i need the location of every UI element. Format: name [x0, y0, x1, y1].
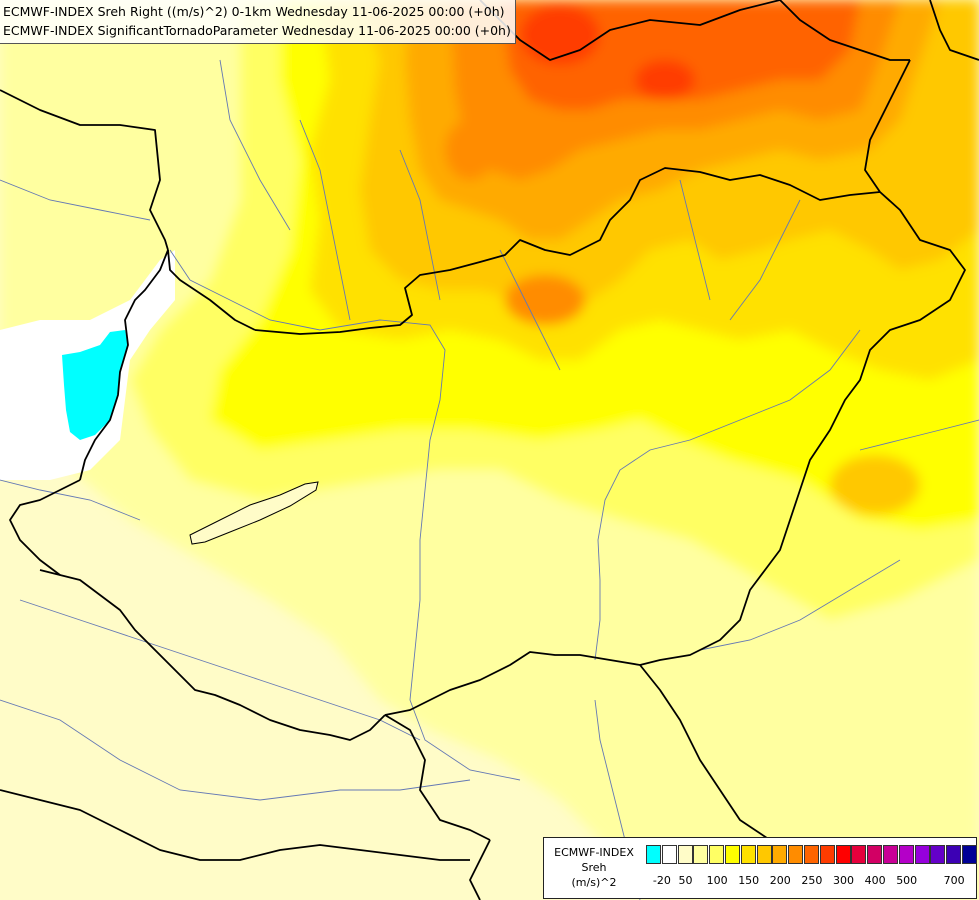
- field-max-west: [445, 120, 495, 180]
- legend-tick-label: 400: [864, 874, 886, 887]
- river-sajo: [679, 179, 711, 301]
- legend-swatch: [961, 845, 977, 864]
- river-mura: [0, 479, 141, 521]
- color-legend: ECMWF-INDEX Sreh (m/s)^2 -20 50 100 150 200 2…: [543, 837, 977, 899]
- field-max-northeast: [635, 60, 695, 100]
- legend-tick-label: 250: [801, 874, 823, 887]
- legend-unit: (m/s)^2: [571, 876, 617, 889]
- map-title-box: ECMWF-INDEX Sreh Right ((m/s)^2) 0-1km W…: [0, 0, 516, 44]
- river-danube: [169, 249, 521, 781]
- field-max-central: [505, 275, 585, 325]
- legend-source: ECMWF-INDEX: [554, 846, 634, 859]
- legend-swatch: [709, 845, 725, 864]
- legend-swatch: [756, 845, 772, 864]
- border-serbia-bosnia: [469, 839, 491, 900]
- legend-tick-label: 500: [896, 874, 918, 887]
- river-bodrog: [729, 199, 801, 321]
- legend-tick-label: -20: [652, 874, 671, 887]
- border-austria-hungary: [167, 249, 256, 331]
- river-hron: [399, 149, 441, 301]
- border-hungary-romania: [639, 191, 966, 666]
- legend-swatch: [772, 845, 788, 864]
- border-poland-ukraine: [779, 0, 910, 61]
- legend-tick-label: 100: [706, 874, 728, 887]
- border-hungary-serbia: [384, 651, 641, 716]
- legend-swatch: [867, 845, 883, 864]
- legend-tick-label: 50: [678, 874, 693, 887]
- river-drava: [19, 599, 421, 741]
- legend-variable: Sreh: [581, 861, 607, 874]
- river-somes: [859, 419, 979, 451]
- legend-tick-label: 700: [943, 874, 965, 887]
- legend-swatch: [835, 845, 851, 864]
- legend-swatch: [819, 845, 835, 864]
- border-hungary-croatia: [39, 569, 386, 741]
- border-slovakia-hungary: [254, 167, 881, 335]
- border-slovenia-croatia: [9, 479, 81, 576]
- border-serbia-romania: [639, 664, 801, 851]
- river-inn: [0, 179, 151, 221]
- border-serbia-croatia: [384, 714, 491, 841]
- legend-swatch: [646, 845, 661, 864]
- border-austria-czechia: [0, 89, 169, 251]
- legend-swatch: [803, 845, 819, 864]
- legend-label: ECMWF-INDEX Sreh (m/s)^2: [546, 845, 642, 890]
- map-title-sreh: ECMWF-INDEX Sreh Right ((m/s)^2) 0-1km W…: [3, 4, 505, 19]
- legend-swatch: [851, 845, 867, 864]
- legend-tick-label: 200: [769, 874, 791, 887]
- lake-balaton: [189, 481, 319, 545]
- border-austria-slovenia: [79, 249, 169, 481]
- legend-color-bar: [646, 845, 978, 864]
- legend-swatch: [882, 845, 898, 864]
- river-morava-north: [219, 59, 291, 231]
- river-network: [0, 59, 979, 900]
- legend-swatch: [724, 845, 740, 864]
- river-tisza: [594, 329, 861, 661]
- legend-swatch: [693, 845, 709, 864]
- border-slovakia-ukraine: [864, 59, 911, 193]
- legend-ticks: -20 50 100 150 200 250 300 400 500 700: [646, 874, 976, 890]
- map-title-stp: ECMWF-INDEX SignificantTornadoParameter …: [3, 23, 511, 38]
- legend-tick-label: 300: [833, 874, 854, 887]
- field-max-east: [830, 455, 920, 515]
- river-mures: [699, 559, 901, 651]
- legend-swatch: [946, 845, 962, 864]
- legend-swatch: [930, 845, 946, 864]
- legend-swatch: [914, 845, 930, 864]
- legend-swatch: [788, 845, 804, 864]
- river-ipel: [499, 249, 561, 371]
- border-croatia-bosnia: [0, 789, 470, 861]
- legend-tick-label: 150: [738, 874, 760, 887]
- border-ukraine-romania: [929, 0, 979, 61]
- river-vah: [299, 119, 351, 321]
- legend-swatch: [898, 845, 914, 864]
- legend-swatch: [661, 845, 677, 864]
- legend-swatch: [740, 845, 756, 864]
- legend-swatch: [677, 845, 693, 864]
- river-sava: [0, 699, 471, 801]
